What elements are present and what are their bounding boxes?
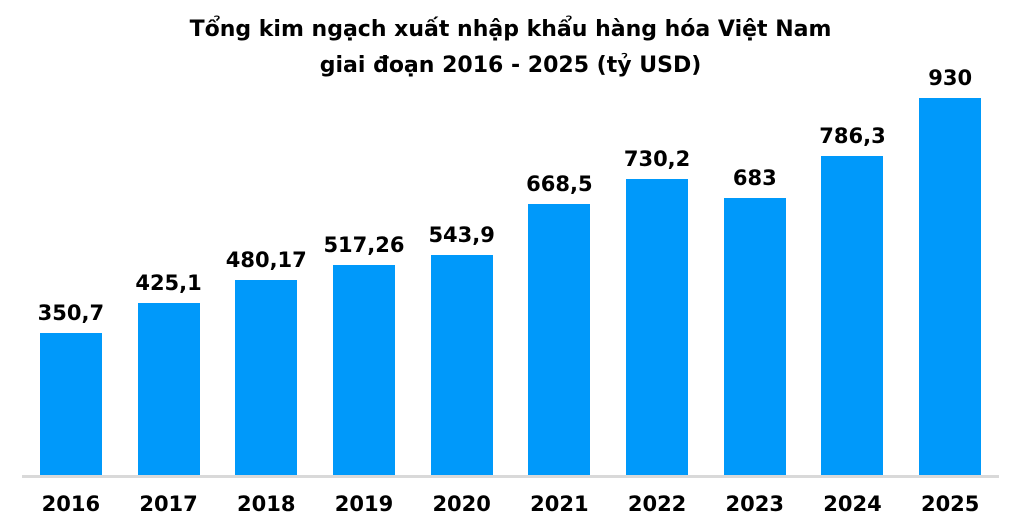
bar: [137, 303, 200, 475]
x-axis-label: 2024: [823, 492, 882, 516]
bar-value-label: 425,1: [135, 271, 202, 295]
chart-title-line1: Tổng kim ngạch xuất nhập khẩu hàng hóa V…: [189, 17, 832, 42]
bar: [332, 265, 395, 475]
bar-value-label: 668,5: [526, 172, 593, 196]
bar: [919, 98, 982, 475]
x-axis-line: [22, 475, 999, 478]
bar: [528, 204, 591, 475]
bar-value-label: 350,7: [37, 301, 105, 325]
bar-value-label: 480,17: [225, 248, 307, 272]
bar: [626, 179, 689, 475]
bar-group-2021: 668,5: [511, 0, 609, 475]
bar-group-2018: 480,17: [217, 0, 315, 475]
bar-group-2025: 930: [901, 0, 999, 475]
bar: [723, 198, 786, 475]
bar: [430, 255, 493, 475]
x-axis: 2016 2017 2018 2019 2020 2021 2022 2023 2024 2025: [22, 492, 999, 516]
x-axis-label: 2025: [920, 492, 980, 516]
bar-value-label: 683: [732, 166, 777, 190]
bar-value-label: 517,26: [323, 233, 405, 257]
bar-group-2016: 350,7: [22, 0, 120, 475]
bar: [235, 280, 298, 475]
bar-group-2024: 786,3: [804, 0, 902, 475]
x-axis-label: 2020: [432, 492, 491, 516]
bar-group-2019: 517,26: [315, 0, 413, 475]
bar: [39, 333, 102, 475]
x-axis-label: 2017: [139, 492, 198, 516]
bar: [821, 156, 884, 475]
bar-value-label: 930: [928, 66, 973, 90]
bar-group-2020: 543,9: [413, 0, 511, 475]
x-axis-label: 2019: [334, 492, 394, 516]
x-axis-label: 2023: [725, 492, 784, 516]
bar-value-label: 786,3: [819, 124, 886, 148]
chart-title: Tổng kim ngạch xuất nhập khẩu hàng hóa V…: [22, 12, 999, 84]
bar-value-label: 730,2: [623, 147, 691, 171]
plot-area: 350,7 425,1 480,17 517,26 543,9 668,5 730,2 683…: [22, 0, 999, 475]
bar-group-2017: 425,1: [120, 0, 218, 475]
bar-group-2022: 730,2: [608, 0, 706, 475]
bar-value-label: 543,9: [428, 223, 495, 247]
x-axis-label: 2021: [530, 492, 589, 516]
x-axis-label: 2022: [627, 492, 687, 516]
x-axis-label: 2016: [41, 492, 101, 516]
chart-title-line2: giai đoạn 2016 - 2025 (tỷ USD): [319, 53, 702, 78]
bar-group-2023: 683: [706, 0, 804, 475]
x-axis-label: 2018: [237, 492, 296, 516]
